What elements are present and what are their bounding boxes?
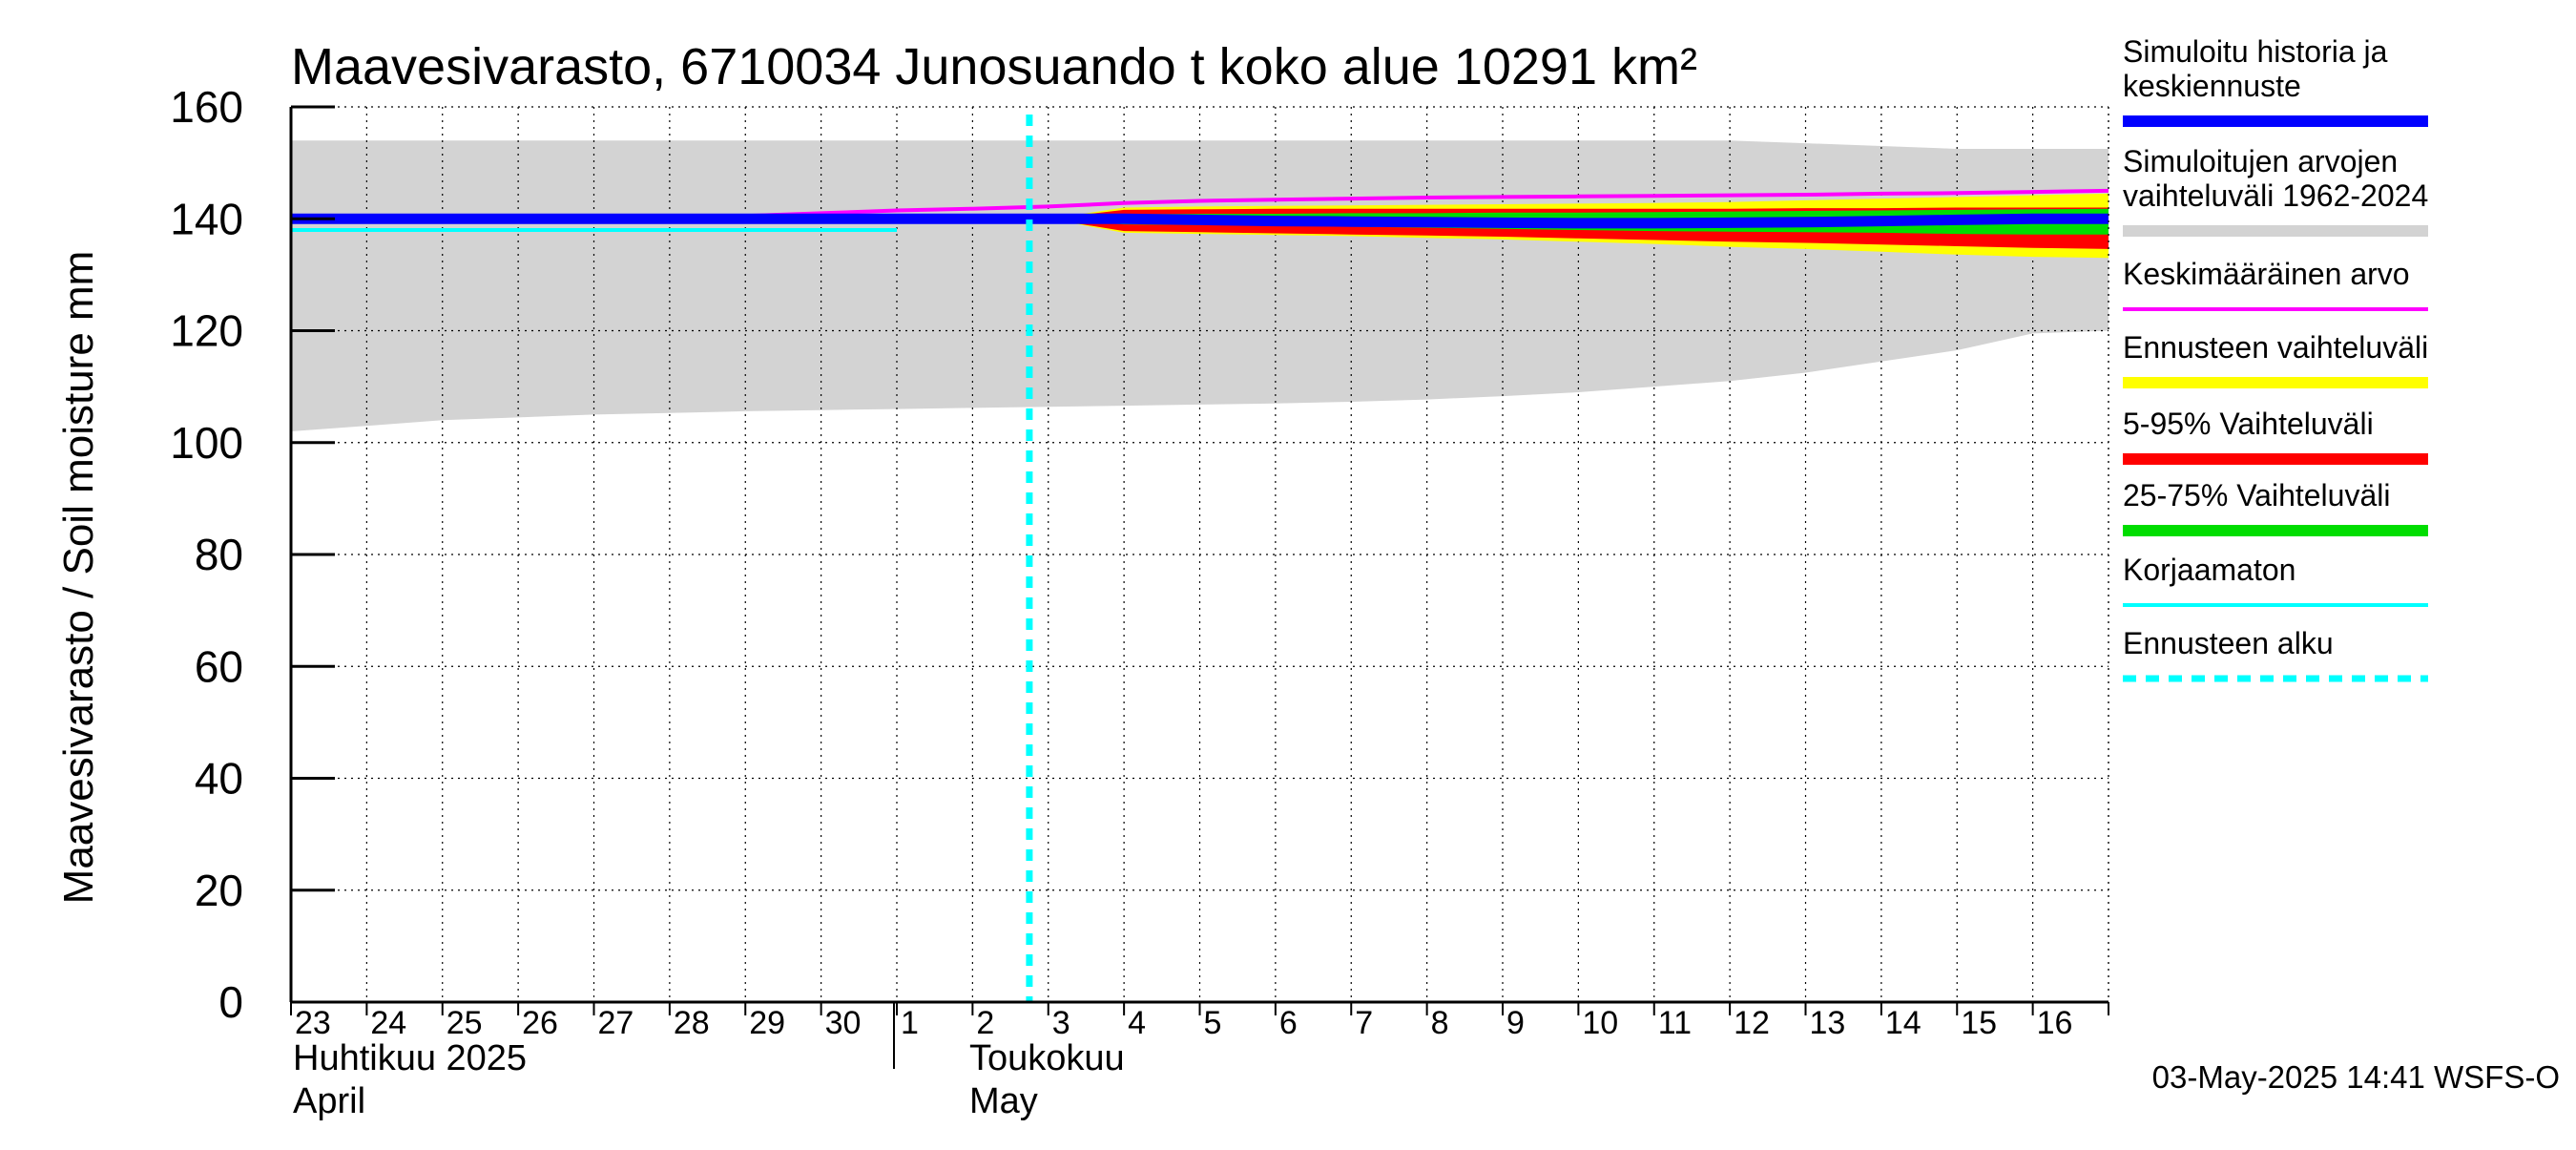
legend-label: Ennusteen alku	[2123, 626, 2334, 660]
y-tick-label: 160	[170, 82, 243, 132]
x-tick-label: 4	[1128, 1005, 1146, 1041]
legend-label: Ennusteen vaihteluväli	[2123, 330, 2428, 365]
legend-item-25-75-vaihteluv-li: 25-75% Vaihteluväli	[2123, 478, 2428, 536]
y-axis-label: Maavesivarasto / Soil moisture mm	[55, 251, 102, 905]
legend-label: Simuloitu historia ja	[2123, 34, 2388, 69]
x-tick-label: 16	[2037, 1005, 2073, 1041]
legend-item-5-95-vaihteluv-li: 5-95% Vaihteluväli	[2123, 407, 2428, 465]
x-tick-label: 14	[1885, 1005, 1922, 1041]
y-tick-label: 140	[170, 194, 243, 243]
month-label-line2: April	[293, 1081, 365, 1121]
x-tick-label: 7	[1355, 1005, 1373, 1041]
y-tick-label: 100	[170, 418, 243, 468]
legend-item-ennusteen-vaihteluv-li: Ennusteen vaihteluväli	[2123, 330, 2428, 388]
legend-label: keskiennuste	[2123, 69, 2301, 103]
month-label-line1: Toukokuu	[969, 1038, 1125, 1078]
legend-label: vaihteluväli 1962-2024	[2123, 178, 2428, 213]
legend-item-keskim-r-inen-arvo: Keskimääräinen arvo	[2123, 257, 2428, 311]
line-simuloitu-historia-ja-keskiennuste	[291, 213, 2109, 229]
legend-item-korjaamaton: Korjaamaton	[2123, 553, 2428, 607]
x-tick-label: 9	[1506, 1005, 1525, 1041]
x-tick-label: 8	[1431, 1005, 1449, 1041]
month-label-line1: Huhtikuu 2025	[293, 1038, 527, 1078]
y-tick-label: 60	[195, 641, 243, 691]
x-tick-label: 13	[1810, 1005, 1846, 1041]
x-tick-label: 12	[1734, 1005, 1770, 1041]
x-tick-label: 28	[674, 1005, 710, 1041]
x-tick-label: 10	[1582, 1005, 1618, 1041]
legend-label: Korjaamaton	[2123, 553, 2296, 587]
x-tick-label: 1	[901, 1005, 919, 1041]
x-tick-label: 23	[295, 1005, 331, 1041]
x-tick-label: 15	[1961, 1005, 1997, 1041]
x-tick-label: 5	[1204, 1005, 1222, 1041]
chart-title: Maavesivarasto, 6710034 Junosuando t kok…	[291, 38, 1697, 95]
legend: Simuloitu historia jakeskiennusteSimuloi…	[2123, 34, 2428, 682]
x-tick-label: 24	[370, 1005, 406, 1041]
y-tick-label: 80	[195, 530, 243, 579]
x-tick-label: 11	[1658, 1005, 1692, 1041]
legend-item-ennusteen-alku: Ennusteen alku	[2123, 626, 2428, 682]
y-tick-label: 120	[170, 306, 243, 356]
x-tick-label: 26	[522, 1005, 558, 1041]
month-label-line2: May	[969, 1081, 1038, 1121]
legend-label: Simuloitujen arvojen	[2123, 144, 2398, 178]
y-tick-label: 20	[195, 866, 243, 915]
legend-label: Keskimääräinen arvo	[2123, 257, 2410, 291]
x-tick-label: 27	[598, 1005, 634, 1041]
timestamp-footer: 03-May-2025 14:41 WSFS-O	[2152, 1059, 2560, 1095]
x-tick-label: 6	[1279, 1005, 1298, 1041]
x-tick-label: 25	[447, 1005, 483, 1041]
x-tick-label: 30	[825, 1005, 862, 1041]
x-tick-label: 3	[1052, 1005, 1070, 1041]
x-tick-label: 29	[749, 1005, 785, 1041]
y-tick-label: 0	[218, 977, 243, 1027]
y-tick-label: 40	[195, 754, 243, 804]
legend-label: 5-95% Vaihteluväli	[2123, 407, 2374, 441]
legend-label: 25-75% Vaihteluväli	[2123, 478, 2390, 512]
x-tick-label: 2	[976, 1005, 994, 1041]
